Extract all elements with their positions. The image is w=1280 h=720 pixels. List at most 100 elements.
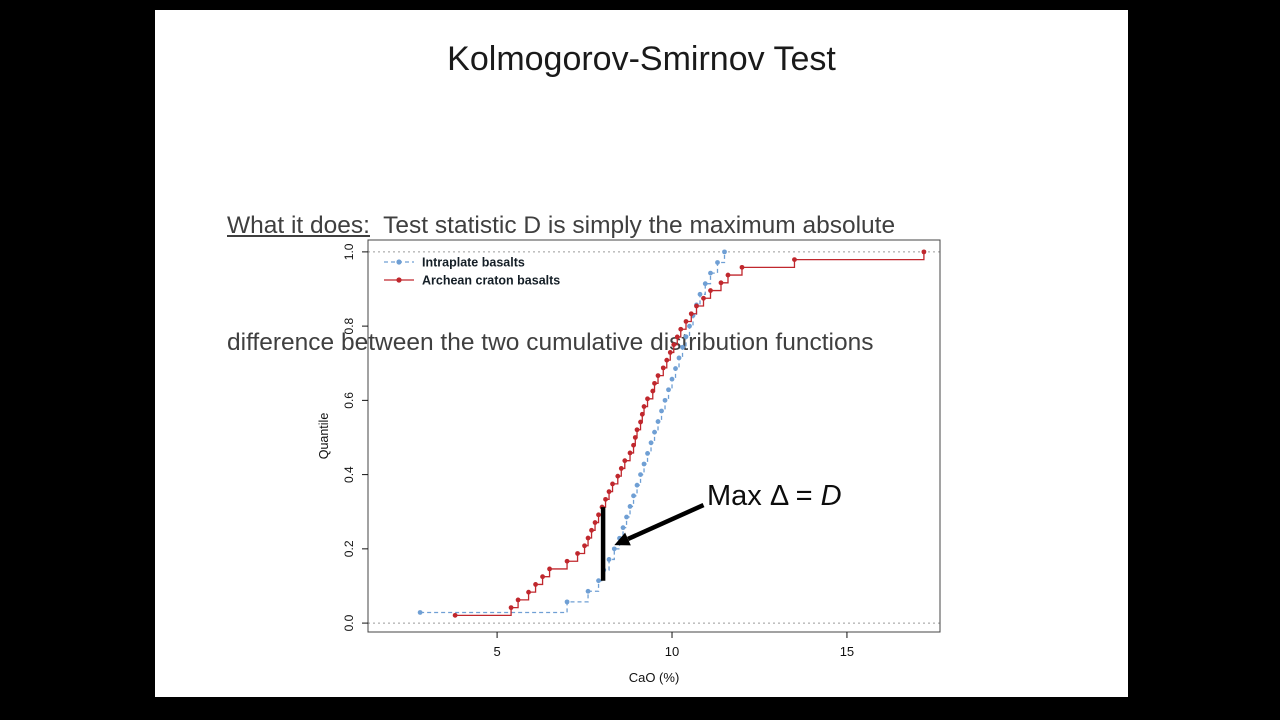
data-point <box>641 461 647 467</box>
data-point <box>627 504 633 509</box>
data-point <box>701 295 706 301</box>
what-it-does-label: What it does: <box>227 212 370 239</box>
x-axis-label: CaO (%) <box>629 670 680 685</box>
data-point <box>655 419 661 424</box>
data-point <box>683 334 689 340</box>
data-point <box>687 323 692 329</box>
data-point <box>739 264 745 270</box>
legend-point <box>396 259 402 265</box>
data-point <box>674 334 680 340</box>
data-point <box>688 311 694 317</box>
data-point <box>582 543 587 549</box>
data-point <box>667 350 673 355</box>
data-point <box>669 376 675 382</box>
data-point <box>564 558 570 564</box>
data-point <box>650 388 656 394</box>
data-point <box>452 612 458 618</box>
data-point <box>596 578 601 584</box>
data-point <box>589 527 594 533</box>
series-step-line <box>420 251 726 614</box>
data-point <box>606 557 612 562</box>
y-tick-label: 0.2 <box>342 540 356 557</box>
x-tick-label: 10 <box>665 644 679 659</box>
data-point <box>622 458 628 464</box>
data-point <box>666 387 671 393</box>
data-point <box>592 520 598 525</box>
data-point <box>683 319 689 324</box>
max-delta-annotation: Max Δ = D <box>707 480 842 513</box>
legend-label: Intraplate basalts <box>422 256 525 270</box>
data-point <box>547 566 552 572</box>
data-point <box>648 440 654 446</box>
body-line1-rest: Test statistic D is simply the maximum a… <box>369 212 896 239</box>
data-point <box>660 365 666 371</box>
data-point <box>540 574 545 580</box>
data-point <box>673 366 678 371</box>
data-point <box>564 599 570 605</box>
data-point <box>639 411 645 417</box>
max-delta-d: D <box>820 480 842 512</box>
y-axis-label: Quantile <box>317 413 331 460</box>
data-point <box>652 380 657 386</box>
data-point <box>792 257 797 263</box>
data-point <box>921 249 927 255</box>
data-point <box>708 270 713 276</box>
data-point <box>596 512 601 518</box>
y-tick-label: 0.0 <box>342 614 356 631</box>
data-point <box>533 582 538 587</box>
data-point <box>664 357 670 363</box>
slide: Kolmogorov-Smirnov Test What it does: Te… <box>155 10 1128 697</box>
data-point <box>645 450 650 456</box>
data-point <box>638 472 643 478</box>
data-point <box>585 588 591 594</box>
data-point <box>620 525 626 531</box>
data-point <box>702 281 708 287</box>
data-point <box>680 344 685 350</box>
data-point <box>627 450 633 456</box>
data-point <box>638 419 643 425</box>
data-point <box>641 404 647 409</box>
data-point <box>417 610 423 615</box>
data-point <box>722 249 727 255</box>
y-tick-label: 0.8 <box>342 317 356 334</box>
data-point <box>575 551 580 556</box>
data-point <box>678 326 684 332</box>
data-point <box>718 280 724 286</box>
data-point <box>631 493 636 499</box>
y-tick-label: 0.4 <box>342 466 356 483</box>
data-point <box>631 442 636 448</box>
plot-box <box>367 239 941 633</box>
x-tick-label: 15 <box>840 644 854 659</box>
data-point <box>694 303 699 309</box>
data-point <box>634 482 640 488</box>
data-point <box>725 272 731 278</box>
x-tick-label: 5 <box>493 644 500 659</box>
page-title: Kolmogorov-Smirnov Test <box>447 40 836 78</box>
data-point <box>659 408 664 414</box>
data-point <box>610 481 615 487</box>
annotation-arrowhead <box>614 532 631 546</box>
data-point <box>526 589 531 595</box>
data-point <box>708 288 713 293</box>
data-point <box>603 496 608 502</box>
data-point <box>671 342 677 348</box>
data-point <box>618 466 624 471</box>
data-point <box>715 260 720 265</box>
y-tick-label: 1.0 <box>342 243 356 260</box>
annotation-arrow <box>627 502 705 542</box>
data-point <box>645 396 650 402</box>
data-point <box>634 427 640 433</box>
data-point <box>611 546 617 552</box>
series-step-line <box>455 251 925 617</box>
data-point <box>515 597 521 603</box>
max-delta-text: Max Δ = <box>707 480 821 512</box>
body-line1: What it does: Test statistic D is simply… <box>227 206 1057 245</box>
data-point <box>585 535 591 541</box>
legend-label: Archean craton basalts <box>422 274 560 288</box>
data-point <box>606 489 612 495</box>
data-point <box>632 435 638 440</box>
ecdf-chart: 5 10 15 0.0 0.2 0.4 0.6 0.8 1.0 CaO (%) Quantile In… <box>317 239 941 685</box>
data-point <box>662 397 668 403</box>
data-point <box>624 514 629 520</box>
